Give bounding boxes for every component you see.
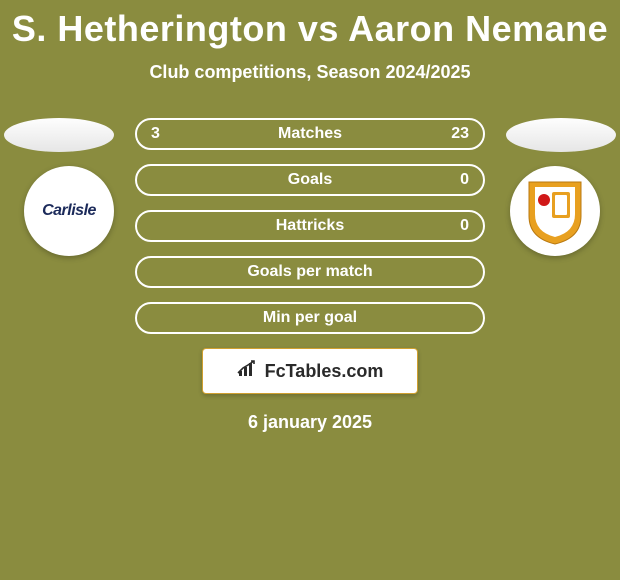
- stat-row-matches: 3 Matches 23: [135, 118, 485, 150]
- stat-label: Matches: [278, 125, 342, 143]
- page-title: S. Hetherington vs Aaron Nemane: [0, 0, 620, 50]
- right-player-column: [500, 118, 620, 256]
- comparison-area: Carlisle 3 Matches 23 Goals: [0, 118, 620, 433]
- stat-left-value: 3: [151, 125, 160, 143]
- subtitle: Club competitions, Season 2024/2025: [0, 62, 620, 83]
- stat-right-value: 0: [460, 171, 469, 189]
- stat-label: Goals per match: [247, 263, 372, 281]
- stat-row-goals-per-match: Goals per match: [135, 256, 485, 288]
- left-club-logo: Carlisle: [24, 166, 114, 256]
- stat-label: Goals: [288, 171, 332, 189]
- stat-row-goals: Goals 0: [135, 164, 485, 196]
- brand-box: FcTables.com: [202, 348, 418, 394]
- date-text: 6 january 2025: [0, 412, 620, 433]
- chart-icon: [237, 360, 259, 383]
- stat-row-min-per-goal: Min per goal: [135, 302, 485, 334]
- left-player-ellipse: [4, 118, 114, 152]
- stat-right-value: 23: [451, 125, 469, 143]
- stat-right-value: 0: [460, 217, 469, 235]
- brand-text: FcTables.com: [265, 361, 384, 382]
- stat-label: Min per goal: [263, 309, 357, 327]
- carlisle-logo-text: Carlisle: [42, 202, 96, 220]
- right-club-logo: [510, 166, 600, 256]
- stat-label: Hattricks: [276, 217, 344, 235]
- stat-rows: 3 Matches 23 Goals 0 Hattricks 0 Goals p…: [135, 118, 485, 334]
- right-player-ellipse: [506, 118, 616, 152]
- stat-row-hattricks: Hattricks 0: [135, 210, 485, 242]
- left-player-column: Carlisle: [0, 118, 120, 256]
- mkdons-shield-icon: [524, 176, 586, 246]
